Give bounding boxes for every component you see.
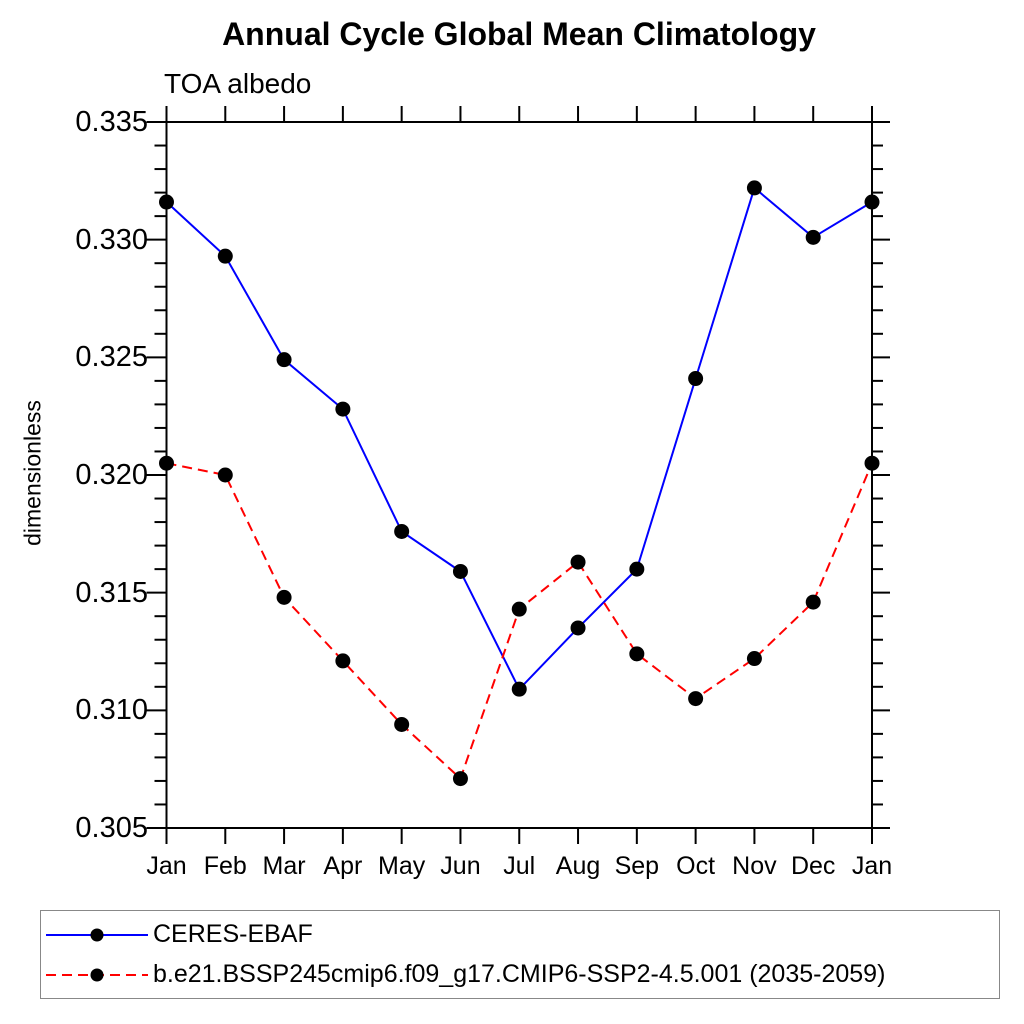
legend-label: CERES-EBAF [153,920,313,948]
data-point-series-1 [629,646,645,662]
plot-frame [165,121,873,829]
x-tick-label: Oct [676,852,716,880]
legend-marker-icon [90,968,104,981]
chart-title: Annual Cycle Global Mean Climatology [222,16,816,52]
data-point-series-1 [217,467,233,483]
y-tick-label: 0.335 [75,106,148,138]
x-tick-label: Jan [146,852,187,880]
x-tick-label: Aug [555,852,601,880]
legend-entry-ceres-ebaf: CERES-EBAF [41,915,999,955]
data-point-series-0 [335,401,351,417]
chart-subtitle: TOA albedo [164,68,312,99]
x-tick-label: Jul [503,852,536,880]
legend-line-sample-solid [46,928,148,941]
data-point-series-0 [570,620,586,636]
legend-line-sample-dashed [46,968,148,981]
data-point-series-1 [688,691,704,707]
x-tick-label: Jun [440,852,481,880]
x-tick-label: Nov [732,852,777,880]
data-point-series-1 [746,651,762,667]
y-tick-label: 0.330 [75,223,148,256]
y-tick-label: 0.320 [75,459,148,491]
legend-entry-model: b.e21.BSSP245cmip6.f09_g17.CMIP6-SSP2-4.… [41,955,999,995]
data-point-series-0 [452,563,468,579]
y-tick-label: 0.325 [75,341,148,374]
x-tick-label: Dec [790,852,836,880]
data-point-series-1 [805,594,821,610]
y-tick-label: 0.315 [75,576,148,609]
y-tick-label: 0.310 [75,694,148,727]
data-point-series-1 [864,455,880,471]
data-point-series-0 [629,561,645,577]
x-tick-label: Feb [203,852,247,880]
data-point-series-1 [159,455,174,471]
x-tick-label: Apr [323,852,363,880]
legend-marker-icon [90,928,104,941]
data-point-series-1 [276,589,292,605]
data-point-series-1 [511,601,527,617]
x-tick-label: Jan [851,852,893,880]
x-tick-label: May [378,852,426,880]
series-line-1 [166,462,873,781]
data-point-series-1 [394,716,410,732]
data-point-series-0 [276,352,292,368]
data-point-series-1 [452,771,468,787]
legend-label: b.e21.BSSP245cmip6.f09_g17.CMIP6-SSP2-4.… [153,960,886,988]
data-point-series-0 [217,248,233,264]
plot-area [146,106,890,844]
data-point-series-0 [394,523,410,539]
legend-box: CERES-EBAF b.e21.BSSP245cmip6.f09_g17.CM… [40,910,1000,999]
data-point-series-0 [688,371,704,387]
data-point-series-0 [805,229,821,245]
data-point-series-0 [746,180,762,196]
data-point-series-0 [511,681,527,697]
data-point-series-1 [570,554,586,570]
data-point-series-1 [335,653,351,669]
x-tick-label: Sep [614,852,660,880]
x-tick-label: Mar [262,852,306,880]
data-point-series-0 [159,194,174,210]
data-point-series-0 [864,194,880,210]
y-tick-label: 0.305 [75,812,148,844]
